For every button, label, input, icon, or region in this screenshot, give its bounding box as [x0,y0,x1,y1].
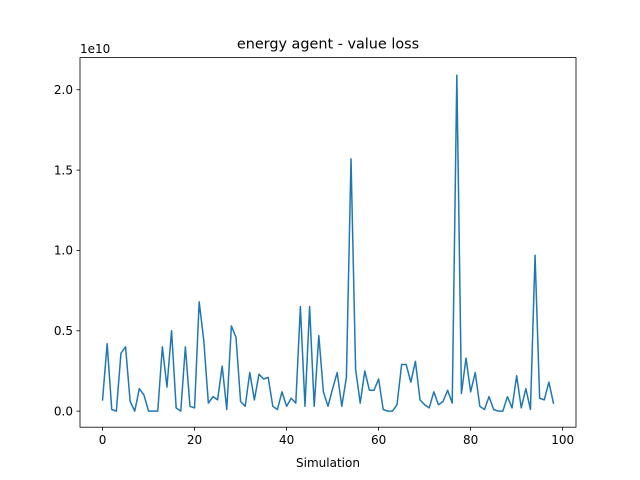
x-tick-label: 80 [463,433,478,447]
axes-frame [79,57,577,428]
series-line-0 [101,74,555,412]
y-tick-label: 1.5 [54,163,73,177]
x-tick-label: 20 [187,433,202,447]
x-axis-label: Simulation [296,456,360,470]
x-tick-label: 60 [371,433,386,447]
y-tick-label: 0.0 [54,404,73,418]
x-axis: 0 20 40 60 80 100 [99,427,574,447]
y-tick-label: 2.0 [54,83,73,97]
y-tick-label: 1.0 [54,244,73,258]
chart-title: energy agent - value loss [237,37,419,53]
y-tick-label: 0.5 [54,324,73,338]
plot-area [101,74,555,412]
y-axis: 0.0 0.5 1.0 1.5 2.0 [54,83,80,418]
y-offset-label: 1e10 [80,42,110,56]
x-tick-label: 40 [279,433,294,447]
x-tick-label: 100 [551,433,574,447]
x-tick-label: 0 [99,433,107,447]
